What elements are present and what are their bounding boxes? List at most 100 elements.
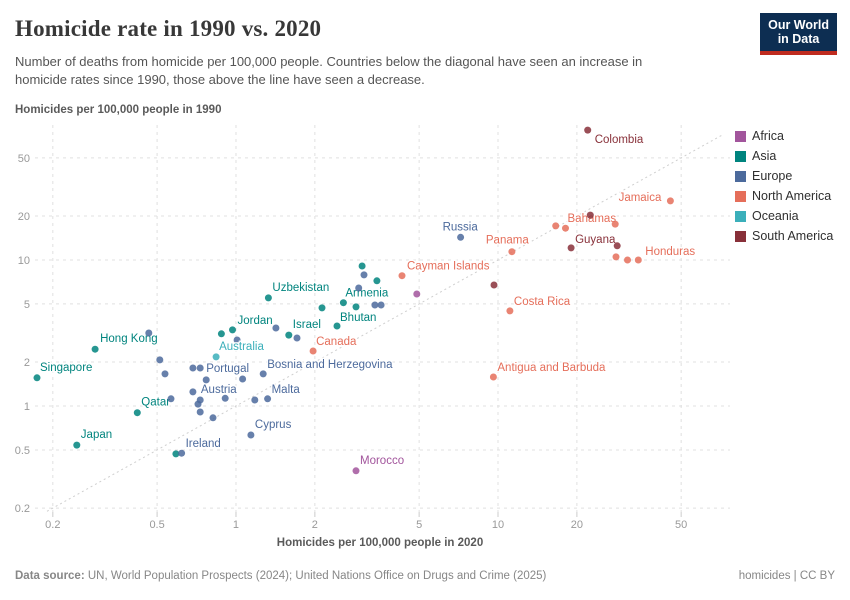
label-jordan[interactable]: Jordan	[236, 313, 274, 328]
data-point-asia[interactable]	[172, 450, 180, 458]
data-point-europe[interactable]	[145, 329, 153, 337]
data-point-south-america[interactable]	[490, 281, 498, 289]
label-morocco[interactable]: Morocco	[359, 453, 406, 468]
point-cyprus[interactable]	[247, 431, 255, 439]
point-canada[interactable]	[309, 347, 317, 355]
label-jamaica[interactable]: Jamaica	[617, 190, 663, 205]
point-singapore[interactable]	[33, 374, 41, 382]
data-point-europe[interactable]	[251, 396, 259, 404]
data-point-south-america[interactable]	[613, 242, 621, 250]
data-point-europe[interactable]	[202, 376, 210, 384]
point-guyana[interactable]	[567, 244, 575, 252]
attribution[interactable]: homicides | CC BY	[738, 570, 835, 582]
data-point-north-america[interactable]	[624, 256, 631, 264]
point-costa-rica[interactable]	[506, 307, 514, 315]
label-israel[interactable]: Israel	[291, 318, 322, 333]
label-bahamas[interactable]: Bahamas	[566, 212, 618, 227]
point-honduras[interactable]	[634, 256, 642, 264]
data-point-asia[interactable]	[352, 303, 360, 311]
label-guyana[interactable]: Guyana	[574, 232, 618, 247]
label-canada[interactable]: Canada	[315, 335, 359, 350]
label-singapore[interactable]: Singapore	[39, 360, 94, 375]
point-portugal[interactable]	[196, 364, 204, 372]
label-costa-rica[interactable]: Costa Rica	[512, 294, 572, 309]
data-point-asia[interactable]	[318, 304, 326, 312]
label-honduras[interactable]: Honduras	[644, 245, 697, 260]
point-bhutan[interactable]	[333, 322, 341, 330]
label-panama[interactable]: Panama	[484, 233, 530, 248]
label-austria[interactable]: Austria	[199, 382, 238, 397]
data-point-europe[interactable]	[355, 284, 363, 292]
label-uzbekistan[interactable]: Uzbekistan	[271, 280, 331, 295]
data-point-asia[interactable]	[217, 330, 225, 338]
label-antigua-and-barbuda[interactable]: Antigua and Barbuda	[496, 361, 608, 376]
data-point-europe[interactable]	[156, 356, 164, 364]
point-bosnia-and-herzegovina[interactable]	[259, 370, 267, 378]
data-point-europe[interactable]	[239, 375, 247, 383]
data-point-europe[interactable]	[167, 395, 175, 403]
point-jordan[interactable]	[229, 326, 236, 334]
point-australia[interactable]	[212, 353, 220, 361]
point-armenia[interactable]	[339, 299, 347, 307]
data-point-europe[interactable]	[196, 396, 204, 404]
data-point-north-america[interactable]	[552, 222, 560, 230]
label-ireland[interactable]: Ireland	[184, 437, 222, 452]
point-hong-kong[interactable]	[91, 345, 99, 353]
label-portugal[interactable]: Portugal	[205, 362, 251, 377]
label-hong-kong[interactable]: Hong Kong	[99, 332, 160, 347]
owid-logo[interactable]: Our World in Data	[760, 13, 837, 55]
label-bosnia-and-herzegovina[interactable]: Bosnia and Herzegovina	[266, 357, 395, 372]
point-jamaica[interactable]	[666, 197, 674, 205]
legend-item-south-america[interactable]: South America	[735, 229, 833, 243]
data-point-africa[interactable]	[413, 290, 421, 298]
legend-item-europe[interactable]: Europe	[735, 169, 833, 183]
point-panama[interactable]	[508, 248, 516, 256]
point-malta[interactable]	[264, 395, 272, 403]
label-russia[interactable]: Russia	[441, 220, 480, 235]
legend-item-africa[interactable]: Africa	[735, 129, 833, 143]
point-antigua-and-barbuda[interactable]	[489, 373, 497, 381]
label-australia[interactable]: Australia	[218, 339, 266, 354]
data-point-north-america[interactable]	[612, 253, 620, 261]
label-colombia[interactable]: Colombia	[593, 133, 645, 148]
data-point-europe[interactable]	[209, 414, 217, 422]
point-morocco[interactable]	[352, 467, 360, 475]
data-point-south-america[interactable]	[586, 211, 594, 219]
data-point-europe[interactable]	[233, 336, 241, 344]
subtitle-line-1: Number of deaths from homicide per 100,0…	[15, 54, 643, 69]
label-malta[interactable]: Malta	[270, 382, 302, 397]
data-point-europe[interactable]	[161, 370, 169, 378]
data-point-europe[interactable]	[360, 271, 368, 279]
label-bhutan[interactable]: Bhutan	[339, 311, 378, 326]
point-bahamas[interactable]	[562, 224, 569, 232]
data-point-europe[interactable]	[371, 301, 379, 309]
point-ireland[interactable]	[178, 449, 186, 457]
point-colombia[interactable]	[584, 126, 592, 134]
data-point-asia[interactable]	[373, 277, 381, 285]
label-cayman-islands[interactable]: Cayman Islands	[406, 259, 492, 274]
data-point-europe[interactable]	[377, 301, 385, 309]
point-japan[interactable]	[73, 441, 81, 449]
x-tick-50: 50	[675, 519, 687, 531]
legend-label-africa: Africa	[752, 129, 784, 143]
point-cayman-islands[interactable]	[398, 272, 406, 280]
point-russia[interactable]	[457, 233, 465, 241]
data-point-north-america[interactable]	[611, 220, 619, 228]
point-israel[interactable]	[285, 331, 293, 339]
label-qatar[interactable]: Qatar	[140, 395, 172, 410]
data-point-europe[interactable]	[293, 334, 301, 342]
point-austria[interactable]	[189, 388, 197, 396]
data-point-europe[interactable]	[272, 324, 280, 332]
data-point-europe[interactable]	[221, 394, 229, 402]
data-point-asia[interactable]	[358, 262, 366, 270]
legend-item-asia[interactable]: Asia	[735, 149, 833, 163]
legend-item-oceania[interactable]: Oceania	[735, 209, 833, 223]
label-armenia[interactable]: Armenia	[344, 286, 390, 301]
label-japan[interactable]: Japan	[79, 428, 113, 443]
data-point-europe[interactable]	[196, 408, 204, 416]
point-qatar[interactable]	[133, 409, 141, 417]
data-point-europe[interactable]	[189, 364, 197, 372]
label-cyprus[interactable]: Cyprus	[253, 418, 293, 433]
legend-item-north-america[interactable]: North America	[735, 189, 833, 203]
point-uzbekistan[interactable]	[264, 294, 272, 302]
